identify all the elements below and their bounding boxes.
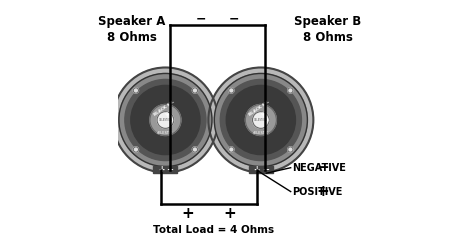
Text: −: − — [196, 12, 207, 25]
Circle shape — [192, 147, 198, 152]
Text: POSITIVE: POSITIVE — [292, 186, 342, 197]
Text: +: + — [158, 165, 164, 174]
Circle shape — [246, 104, 276, 136]
Circle shape — [253, 112, 269, 128]
Bar — [154, 166, 177, 173]
Text: −: − — [262, 165, 269, 174]
Circle shape — [157, 112, 174, 128]
Text: cELESTIC: cELESTIC — [157, 131, 173, 135]
Circle shape — [133, 147, 138, 152]
Circle shape — [125, 79, 206, 161]
Circle shape — [226, 85, 295, 155]
Text: Total Load = 4 Ohms: Total Load = 4 Ohms — [153, 225, 273, 235]
Text: NEGATIVE: NEGATIVE — [292, 163, 346, 173]
Circle shape — [229, 147, 234, 152]
Text: +: + — [223, 205, 236, 221]
Circle shape — [220, 79, 301, 161]
Circle shape — [150, 104, 181, 136]
Circle shape — [133, 88, 138, 93]
Text: −: − — [317, 160, 329, 175]
Text: Speaker B
8 Ohms: Speaker B 8 Ohms — [294, 15, 361, 44]
Circle shape — [288, 147, 293, 152]
Text: CELESTION: CELESTION — [158, 118, 173, 122]
Text: CELESTION: CELESTION — [254, 118, 268, 122]
Text: +: + — [254, 165, 260, 174]
Circle shape — [113, 67, 218, 173]
Circle shape — [131, 85, 200, 155]
Text: BLACK SH.: BLACK SH. — [248, 99, 271, 117]
Text: +: + — [182, 205, 194, 221]
Bar — [249, 166, 273, 173]
Circle shape — [288, 88, 293, 93]
Text: −: − — [228, 12, 239, 25]
Text: cELESTIC: cELESTIC — [253, 131, 269, 135]
Circle shape — [229, 88, 234, 93]
Text: −: − — [166, 165, 173, 174]
Text: BLACK SH.: BLACK SH. — [153, 99, 175, 117]
Text: DOW: DOW — [163, 112, 173, 123]
Text: DOW: DOW — [258, 112, 268, 123]
Circle shape — [214, 73, 308, 167]
Circle shape — [119, 73, 212, 167]
Circle shape — [192, 88, 198, 93]
Circle shape — [209, 67, 313, 173]
Text: Speaker A
8 Ohms: Speaker A 8 Ohms — [98, 15, 166, 44]
Text: +: + — [317, 184, 329, 199]
